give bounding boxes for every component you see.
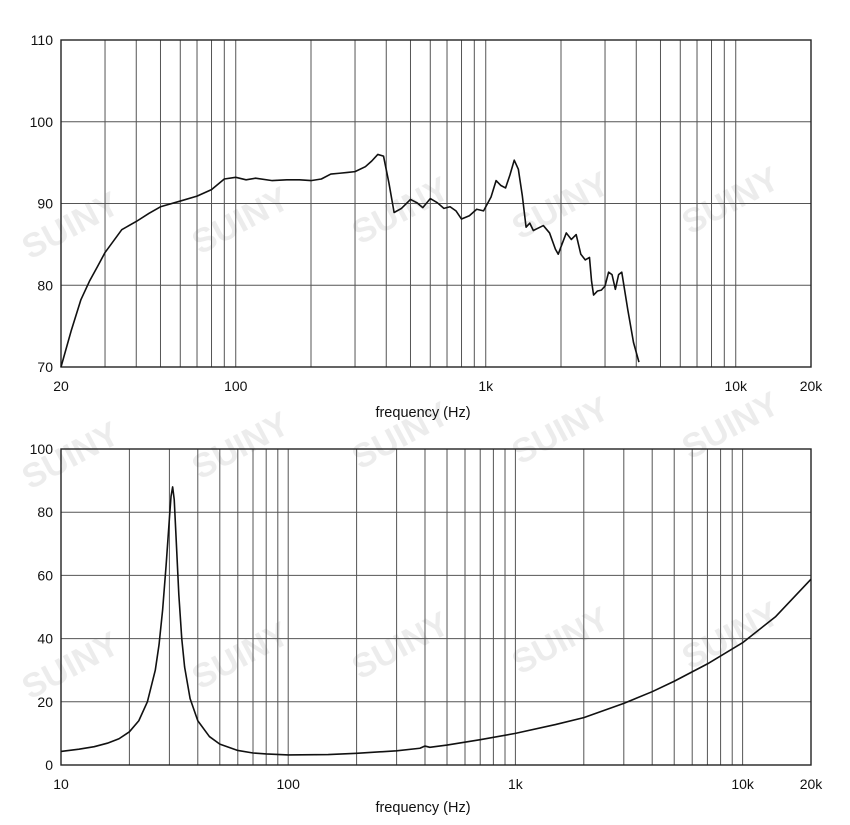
x-tick-label: 10 (53, 776, 69, 792)
y-tick-label: 70 (37, 359, 53, 375)
x-axis-label: frequency (Hz) (375, 405, 470, 421)
y-tick-label: 0 (45, 757, 53, 773)
x-tick-label: 20k (800, 776, 824, 792)
y-tick-label: 100 (30, 114, 54, 130)
watermark-text: SUINY (186, 615, 296, 697)
plot-frame (60, 448, 812, 766)
x-tick-label: 100 (224, 378, 248, 394)
watermark-text: SUINY (676, 160, 786, 242)
x-tick-label: 10k (731, 776, 755, 792)
y-tick-label: 80 (37, 504, 53, 520)
watermark-text: SUINY (16, 625, 126, 707)
y-tick-label: 100 (30, 441, 54, 457)
spl-chart: 70 80 90 100 110 20 100 1k 10k 20k frequency (Hz) (30, 32, 824, 421)
y-tick-label: 40 (37, 631, 53, 647)
x-tick-label: 20k (800, 378, 824, 394)
grid-lines (61, 40, 811, 367)
impedance-curve (60, 486, 812, 756)
spl-response-curve (60, 153, 640, 368)
plot-frame (60, 39, 812, 368)
watermark-text: SUINY (16, 185, 126, 267)
x-tick-label: 100 (277, 776, 301, 792)
y-tick-label: 20 (37, 694, 53, 710)
x-tick-label: 10k (724, 378, 748, 394)
watermark-text: SUINY (346, 170, 456, 252)
y-tick-label: 110 (31, 32, 54, 48)
y-tick-label: 60 (37, 567, 53, 583)
x-axis-label: frequency (Hz) (375, 800, 470, 816)
watermark-text: SUINY (346, 605, 456, 687)
y-tick-label: 90 (37, 196, 53, 212)
y-tick-label: 80 (37, 277, 53, 293)
x-tick-label: 20 (53, 378, 69, 394)
grid-lines (61, 449, 811, 765)
x-tick-label: 1k (508, 776, 524, 792)
watermark-text: SUINY (506, 600, 616, 682)
x-tick-label: 1k (478, 378, 494, 394)
watermark-text: SUINY (186, 180, 296, 262)
impedance-chart: 0 20 40 60 80 100 10 100 1k 10k 20k frequency (Hz) (30, 441, 824, 816)
watermark-layer: SUINY SUINY SUINY SUINY SUINY SUINY SUINY SUINY… (16, 160, 786, 707)
watermark-text: SUINY (506, 390, 616, 472)
watermark-text: SUINY (186, 405, 296, 487)
